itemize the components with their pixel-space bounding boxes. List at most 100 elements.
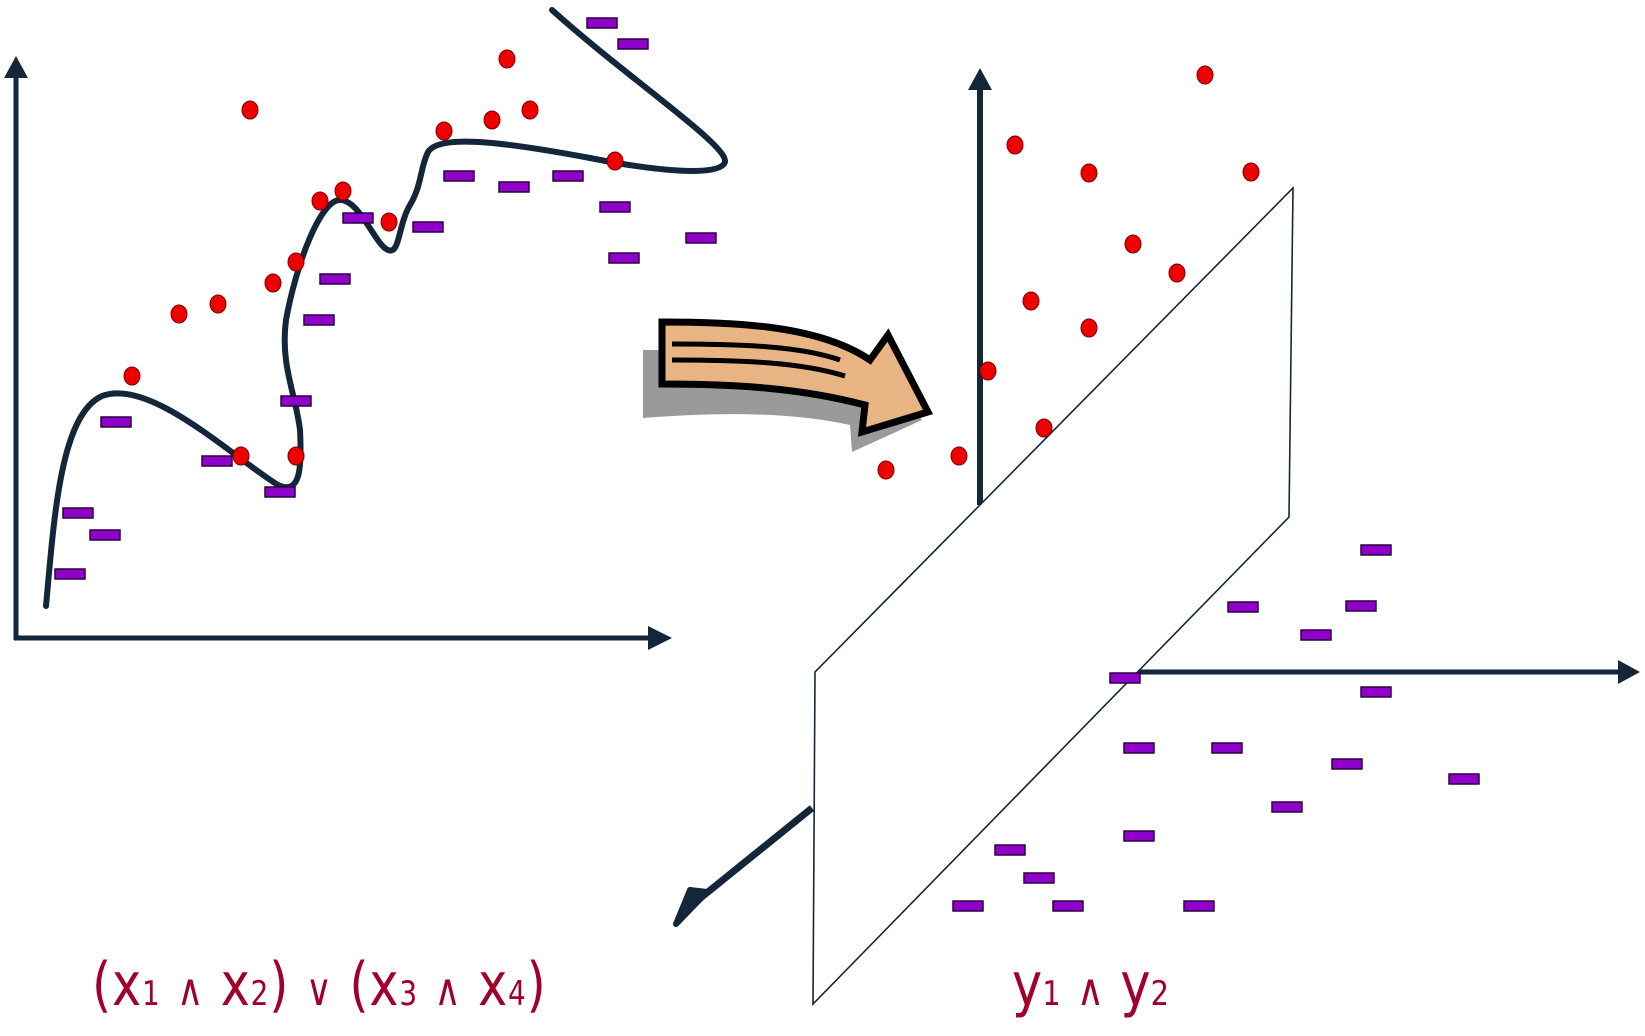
transform-arrow-stripe-1 (671, 341, 841, 363)
negative-point (617, 38, 649, 50)
transform-arrow-stripe-2 (671, 357, 846, 379)
right-positive-points (877, 65, 1260, 480)
formula-subscript: 2 (1150, 974, 1169, 1014)
formula-subscript: 2 (250, 974, 270, 1014)
negative-point (685, 232, 717, 244)
negative-point (264, 486, 296, 498)
positive-point (1006, 135, 1024, 155)
negative-point (1360, 686, 1392, 698)
transform-arrow-icon (643, 318, 934, 452)
negative-point (1052, 900, 1084, 912)
positive-point (606, 151, 624, 171)
positive-point (1080, 163, 1098, 183)
positive-point (241, 100, 259, 120)
negative-point (1109, 672, 1141, 684)
negative-point (303, 314, 335, 326)
right-negative-points (952, 544, 1480, 912)
negative-point (1211, 742, 1243, 754)
formula-variable: y (1012, 950, 1043, 1020)
positive-point (311, 191, 329, 211)
formula-paren: ( (92, 950, 113, 1020)
positive-point (521, 100, 539, 120)
negative-point (280, 395, 312, 407)
formula-variable: x (112, 950, 142, 1020)
negative-point (994, 844, 1026, 856)
negative-point (1360, 544, 1392, 556)
negative-point (1345, 600, 1377, 612)
negative-point (608, 252, 640, 264)
formula-and-operator: ∧ (434, 965, 462, 1016)
negative-point (342, 212, 374, 224)
negative-point (1300, 629, 1332, 641)
formula-variable: x (220, 950, 251, 1020)
positive-point (877, 460, 895, 480)
positive-point (170, 304, 188, 324)
positive-point (435, 121, 453, 141)
right-y-axis-arrowhead (968, 68, 992, 90)
positive-point (979, 361, 997, 381)
right-boolean-formula: y1 ∧ y2 (1012, 950, 1169, 1020)
positive-point (123, 366, 141, 386)
left-negative-points (54, 17, 717, 580)
formula-variable: x (369, 950, 400, 1020)
right-x-axis-arrowhead (1618, 660, 1640, 684)
negative-point (1271, 801, 1303, 813)
formula-subscript: 1 (141, 974, 161, 1014)
formula-variable: x (478, 950, 509, 1020)
negative-point (54, 568, 86, 580)
positive-point (287, 446, 305, 466)
negative-point (1183, 900, 1215, 912)
positive-point (1022, 291, 1040, 311)
negative-point (443, 170, 475, 182)
negative-point (412, 221, 444, 233)
positive-point (287, 252, 305, 272)
formula-paren: ( (349, 950, 370, 1020)
negative-point (319, 273, 351, 285)
negative-point (952, 900, 984, 912)
positive-point (1080, 318, 1098, 338)
formula-paren: ) (269, 950, 290, 1020)
negative-point (1023, 872, 1055, 884)
positive-point (380, 212, 398, 232)
left-y-axis-arrowhead (4, 56, 28, 78)
left-positive-points (123, 49, 624, 466)
positive-point (209, 294, 227, 314)
negative-point (100, 416, 132, 428)
right-z-axis-arrowhead (673, 887, 710, 927)
positive-point (1242, 162, 1260, 182)
negative-point (586, 17, 618, 29)
formula-subscript: 1 (1042, 974, 1061, 1014)
positive-point (1196, 65, 1214, 85)
positive-point (232, 446, 250, 466)
formula-and-operator: ∧ (1076, 965, 1105, 1016)
formula-variable: y (1120, 950, 1151, 1020)
negative-point (1123, 830, 1155, 842)
negative-point (1227, 601, 1259, 613)
left-plot (4, 7, 728, 650)
positive-point (264, 273, 282, 293)
nonlinear-decision-boundary (43, 7, 728, 609)
negative-point (1448, 773, 1480, 785)
negative-point (89, 529, 121, 541)
negative-point (1123, 742, 1155, 754)
positive-point (1124, 234, 1142, 254)
right-z-axis (695, 805, 815, 903)
formula-paren: ) (526, 950, 547, 1020)
negative-point (1331, 758, 1363, 770)
left-x-axis-arrowhead (648, 626, 672, 650)
negative-point (599, 201, 631, 213)
formula-or-operator: ∨ (305, 965, 333, 1016)
separating-hyperplane (812, 186, 1294, 1006)
formula-subscript: 4 (508, 974, 527, 1014)
positive-point (950, 446, 968, 466)
positive-point (483, 110, 501, 130)
left-boolean-formula: (x1 ∧ x2) ∨ (x3 ∧ x4) (92, 950, 547, 1020)
transform-arrow-body (658, 318, 934, 437)
negative-point (201, 455, 233, 467)
positive-point (1035, 418, 1053, 438)
formula-subscript: 3 (399, 974, 418, 1014)
right-plot (673, 65, 1640, 1006)
negative-point (62, 507, 94, 519)
negative-point (498, 181, 530, 193)
